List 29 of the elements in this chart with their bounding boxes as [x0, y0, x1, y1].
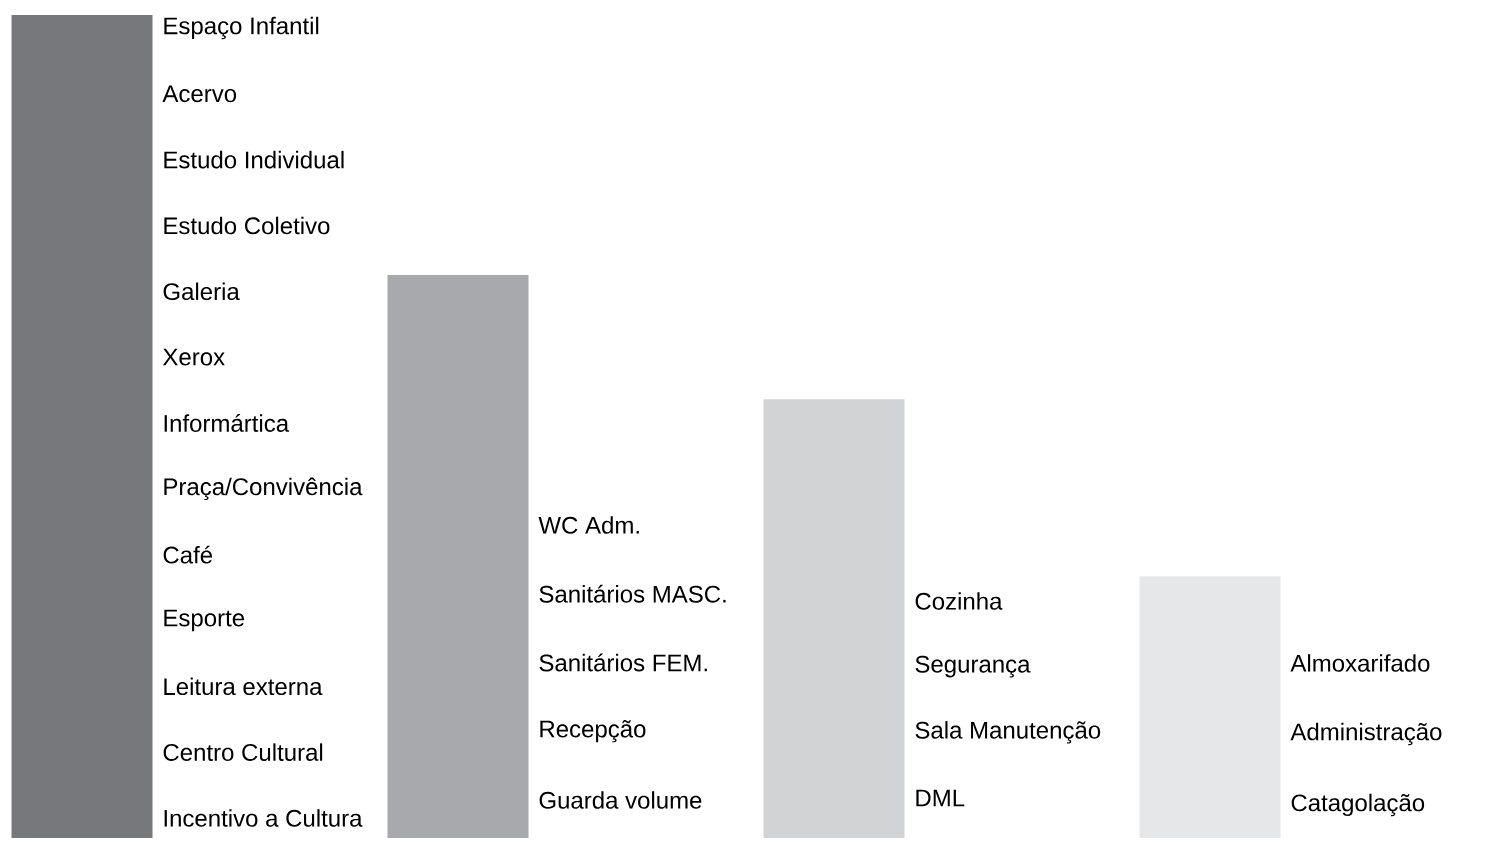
- annotation: DML: [916, 789, 965, 807]
- annotation: WC Adm.: [538, 516, 639, 534]
- annotation: Recepção: [540, 720, 646, 743]
- annotation: Sanitários FEM.: [539, 653, 707, 672]
- annotation: Leitura externa: [164, 677, 323, 696]
- annotation: Catagolação: [1291, 793, 1425, 817]
- annotation: Cozinha: [915, 592, 1003, 610]
- bar: [1139, 576, 1281, 838]
- annotation: Praça/Convivência: [164, 477, 363, 501]
- annotation: Sanitários MASC.: [539, 584, 726, 603]
- bar: [763, 399, 905, 838]
- annotation: Administração: [1290, 722, 1442, 746]
- annotation: Incentivo a Cultura: [164, 809, 363, 827]
- annotation: Espaço Infantil: [164, 16, 319, 40]
- bar: [11, 14, 153, 838]
- annotation: Informártica: [164, 414, 290, 432]
- annotation: Esporte: [164, 609, 245, 632]
- annotation: Café: [163, 545, 213, 564]
- annotation: Almoxarifado: [1290, 654, 1430, 672]
- annotation: Acervo: [162, 85, 237, 103]
- annotation: Galeria: [163, 282, 240, 301]
- annotation: Estudo Individual: [164, 150, 344, 169]
- annotation: Segurança: [915, 655, 1031, 678]
- annotation: Xerox: [162, 348, 225, 366]
- annotation: Centro Cultural: [163, 743, 323, 761]
- annotation: Estudo Coletivo: [164, 216, 330, 235]
- annotation: Sala Manutenção: [915, 721, 1101, 744]
- annotation: Guarda volume: [539, 791, 702, 809]
- bar: [387, 275, 529, 838]
